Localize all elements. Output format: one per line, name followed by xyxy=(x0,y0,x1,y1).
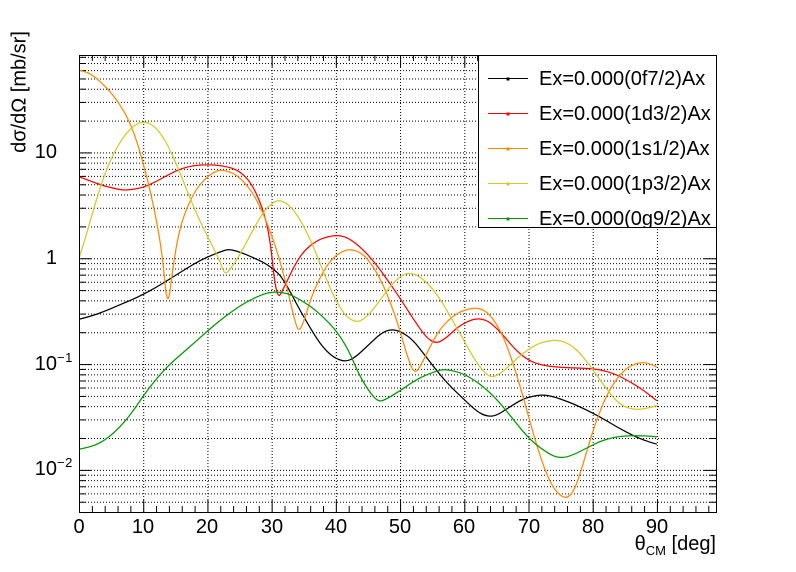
legend-entry-label: Ex=0.000(0f7/2)Ax xyxy=(539,67,706,90)
legend-entry-label: Ex=0.000(1d3/2)Ax xyxy=(539,102,711,125)
legend-line-sample xyxy=(488,183,528,184)
gridlines xyxy=(79,55,716,512)
legend-entry-label: Ex=0.000(1s1/2)Ax xyxy=(539,137,710,160)
curve-1s1-2 xyxy=(79,69,658,498)
y-tick-label: 10 −2 xyxy=(34,455,73,480)
plot-frame xyxy=(79,55,717,513)
y-axis-title: dσ/dΩ [mb/sr] xyxy=(8,31,31,153)
y-tick-label: 1 xyxy=(45,247,57,269)
curve-1p3-2 xyxy=(79,121,658,410)
curve-0f7-2 xyxy=(79,249,658,445)
legend-line-sample xyxy=(488,78,528,79)
x-tick-label: 80 xyxy=(581,516,605,538)
x-axis-title: θCM [deg] xyxy=(634,533,716,558)
x-tick-label: 30 xyxy=(260,516,284,538)
legend-entry: Ex=0.000(0g9/2)Ax xyxy=(479,201,716,228)
curve-0g9-2 xyxy=(79,291,657,459)
legend-entry: Ex=0.000(1p3/2)Ax xyxy=(479,166,716,201)
x-tick-label: 20 xyxy=(195,516,219,538)
legend-entry: Ex=0.000(1s1/2)Ax xyxy=(479,131,716,166)
x-tick-label: 50 xyxy=(388,516,412,538)
x-tick-label: 40 xyxy=(324,516,348,538)
legend-entry: Ex=0.000(0f7/2)Ax xyxy=(479,61,716,96)
legend-line-sample xyxy=(488,113,528,114)
legend-entry-label: Ex=0.000(0g9/2)Ax xyxy=(539,207,711,228)
x-tick-label: 0 xyxy=(73,516,85,538)
y-tick-label: 10 −1 xyxy=(34,350,73,375)
x-tick-label: 90 xyxy=(645,516,669,538)
legend-line-sample xyxy=(488,148,528,149)
legend-entry-label: Ex=0.000(1p3/2)Ax xyxy=(539,172,711,195)
x-tick-label: 70 xyxy=(517,516,541,538)
y-tick-label: 10 xyxy=(34,141,57,163)
curve-1d3-2 xyxy=(79,164,658,402)
legend-entry: Ex=0.000(1d3/2)Ax xyxy=(479,96,716,131)
legend-line-sample xyxy=(488,218,528,219)
curves xyxy=(79,69,658,498)
x-tick-label: 60 xyxy=(452,516,476,538)
legend-box: Ex=0.000(0f7/2)Ax Ex=0.000(1d3/2)Ax Ex=0… xyxy=(478,55,717,228)
x-tick-label: 10 xyxy=(131,516,155,538)
